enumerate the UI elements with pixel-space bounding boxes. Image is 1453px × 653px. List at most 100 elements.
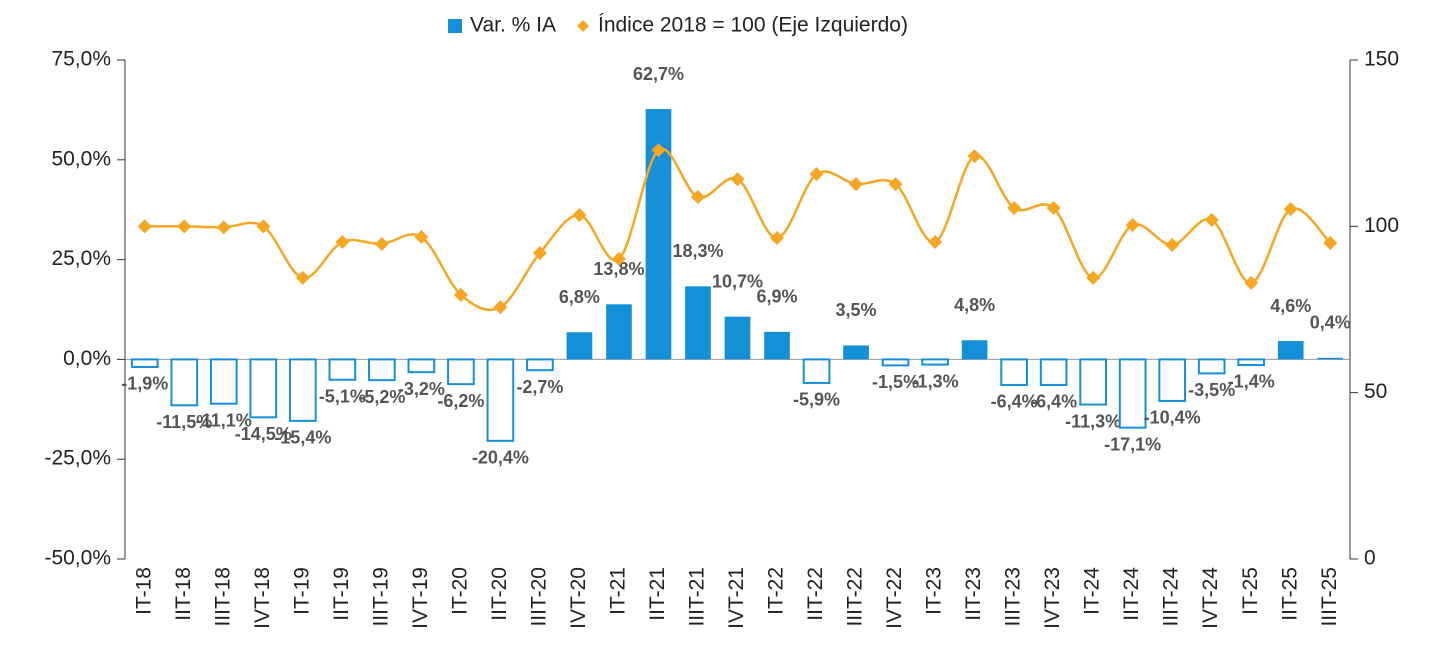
- data-label: 6,9%: [757, 287, 798, 307]
- bar: [843, 345, 869, 360]
- y-tick-label: 75,0%: [51, 48, 111, 71]
- data-label: -6,4%: [1030, 392, 1077, 412]
- marker: [1165, 237, 1180, 252]
- bar: [368, 358, 396, 382]
- data-label: -1,4%: [1228, 372, 1275, 392]
- x-tick-label: IIIT-20: [527, 567, 550, 627]
- marker: [651, 143, 666, 158]
- bar: [921, 358, 949, 366]
- data-label: -11,5%: [156, 412, 212, 432]
- marker: [1125, 218, 1140, 233]
- x-tick-label: IIT-20: [488, 567, 511, 621]
- bar: [130, 358, 159, 368]
- marker: [888, 177, 903, 192]
- legend-marker: [448, 19, 462, 33]
- bar: [764, 331, 790, 360]
- x-tick-label: IIIT-23: [1002, 567, 1025, 627]
- y-tick-label: -25,0%: [44, 447, 111, 470]
- marker: [928, 234, 943, 249]
- y2-tick-label: 150: [1364, 48, 1399, 71]
- bar: [606, 304, 632, 360]
- data-label: 4,8%: [954, 295, 995, 315]
- marker: [730, 172, 745, 187]
- x-tick-label: IT-24: [1081, 567, 1104, 615]
- bar: [407, 358, 436, 374]
- marker: [1283, 202, 1298, 217]
- data-label: -5,9%: [793, 390, 840, 410]
- data-label: 4,6%: [1270, 296, 1311, 316]
- data-label: -1,9%: [121, 374, 168, 394]
- x-tick-label: IVT-18: [251, 567, 274, 629]
- data-label: -11,3%: [1065, 411, 1121, 431]
- data-label: -14,5%: [235, 424, 292, 444]
- marker: [967, 149, 982, 164]
- bar: [447, 358, 475, 386]
- data-label: 13,8%: [593, 259, 644, 279]
- data-label: 6,8%: [559, 287, 600, 307]
- x-tick-label: IT-23: [923, 567, 946, 615]
- data-label: -3,5%: [1188, 380, 1235, 400]
- x-tick-label: IIIT-18: [211, 567, 234, 627]
- marker: [414, 229, 429, 244]
- x-tick-label: IIIT-22: [844, 567, 867, 627]
- y2-tick-label: 0: [1364, 547, 1376, 570]
- marker: [493, 300, 508, 315]
- data-label: -6,2%: [437, 391, 484, 411]
- bar: [802, 358, 831, 384]
- bar: [566, 332, 593, 360]
- bar: [1317, 357, 1344, 360]
- marker: [335, 234, 350, 249]
- x-tick-label: IT-22: [765, 567, 788, 615]
- x-tick-label: IIT-22: [804, 567, 827, 621]
- x-tick-label: IIT-18: [172, 567, 195, 621]
- marker: [1323, 235, 1338, 250]
- y-tick-label: 0,0%: [63, 347, 111, 370]
- x-tick-label: IVT-20: [567, 567, 590, 629]
- x-tick-label: IIIT-21: [686, 567, 709, 627]
- marker: [1204, 213, 1219, 228]
- marker: [453, 287, 468, 302]
- x-tick-label: IT-25: [1239, 567, 1262, 615]
- bar: [724, 316, 751, 360]
- marker: [611, 251, 626, 266]
- data-label: -3,2%: [398, 379, 445, 399]
- bar: [526, 358, 554, 372]
- marker: [532, 245, 547, 260]
- x-tick-label: IIIT-24: [1160, 567, 1183, 627]
- x-tick-label: IVT-23: [1041, 567, 1064, 629]
- marker: [1046, 201, 1061, 216]
- x-tick-label: IIT-19: [330, 567, 353, 621]
- data-label: -1,3%: [912, 371, 959, 391]
- data-label: -5,1%: [319, 387, 366, 407]
- marker: [690, 190, 705, 205]
- y-tick-label: 25,0%: [51, 247, 111, 270]
- marker: [256, 219, 271, 234]
- bar: [1079, 358, 1107, 406]
- data-label: 18,3%: [672, 241, 723, 261]
- data-label: -2,7%: [516, 377, 563, 397]
- x-tick-label: IVT-21: [725, 567, 748, 629]
- marker: [374, 236, 389, 251]
- x-tick-label: IIIT-25: [1318, 567, 1341, 627]
- bar: [1197, 358, 1226, 375]
- marker: [1007, 201, 1022, 216]
- marker: [137, 219, 152, 234]
- marker: [849, 177, 864, 192]
- x-tick-label: IIT-24: [1120, 567, 1143, 621]
- bar: [209, 358, 238, 405]
- marker: [572, 208, 587, 223]
- data-label: 3,5%: [836, 300, 877, 320]
- x-tick-label: IVT-19: [409, 567, 432, 629]
- marker: [1086, 270, 1101, 285]
- data-label: 62,7%: [633, 64, 684, 84]
- bar: [961, 340, 988, 360]
- data-label: -11,1%: [196, 410, 252, 430]
- bar: [1000, 358, 1028, 386]
- data-label: -17,1%: [1104, 434, 1161, 454]
- legend-marker: [576, 20, 589, 32]
- x-tick-label: IT-18: [132, 567, 155, 615]
- x-tick-label: IIT-21: [646, 567, 669, 621]
- x-tick-label: IVT-24: [1199, 567, 1222, 629]
- x-tick-label: IT-20: [448, 567, 471, 615]
